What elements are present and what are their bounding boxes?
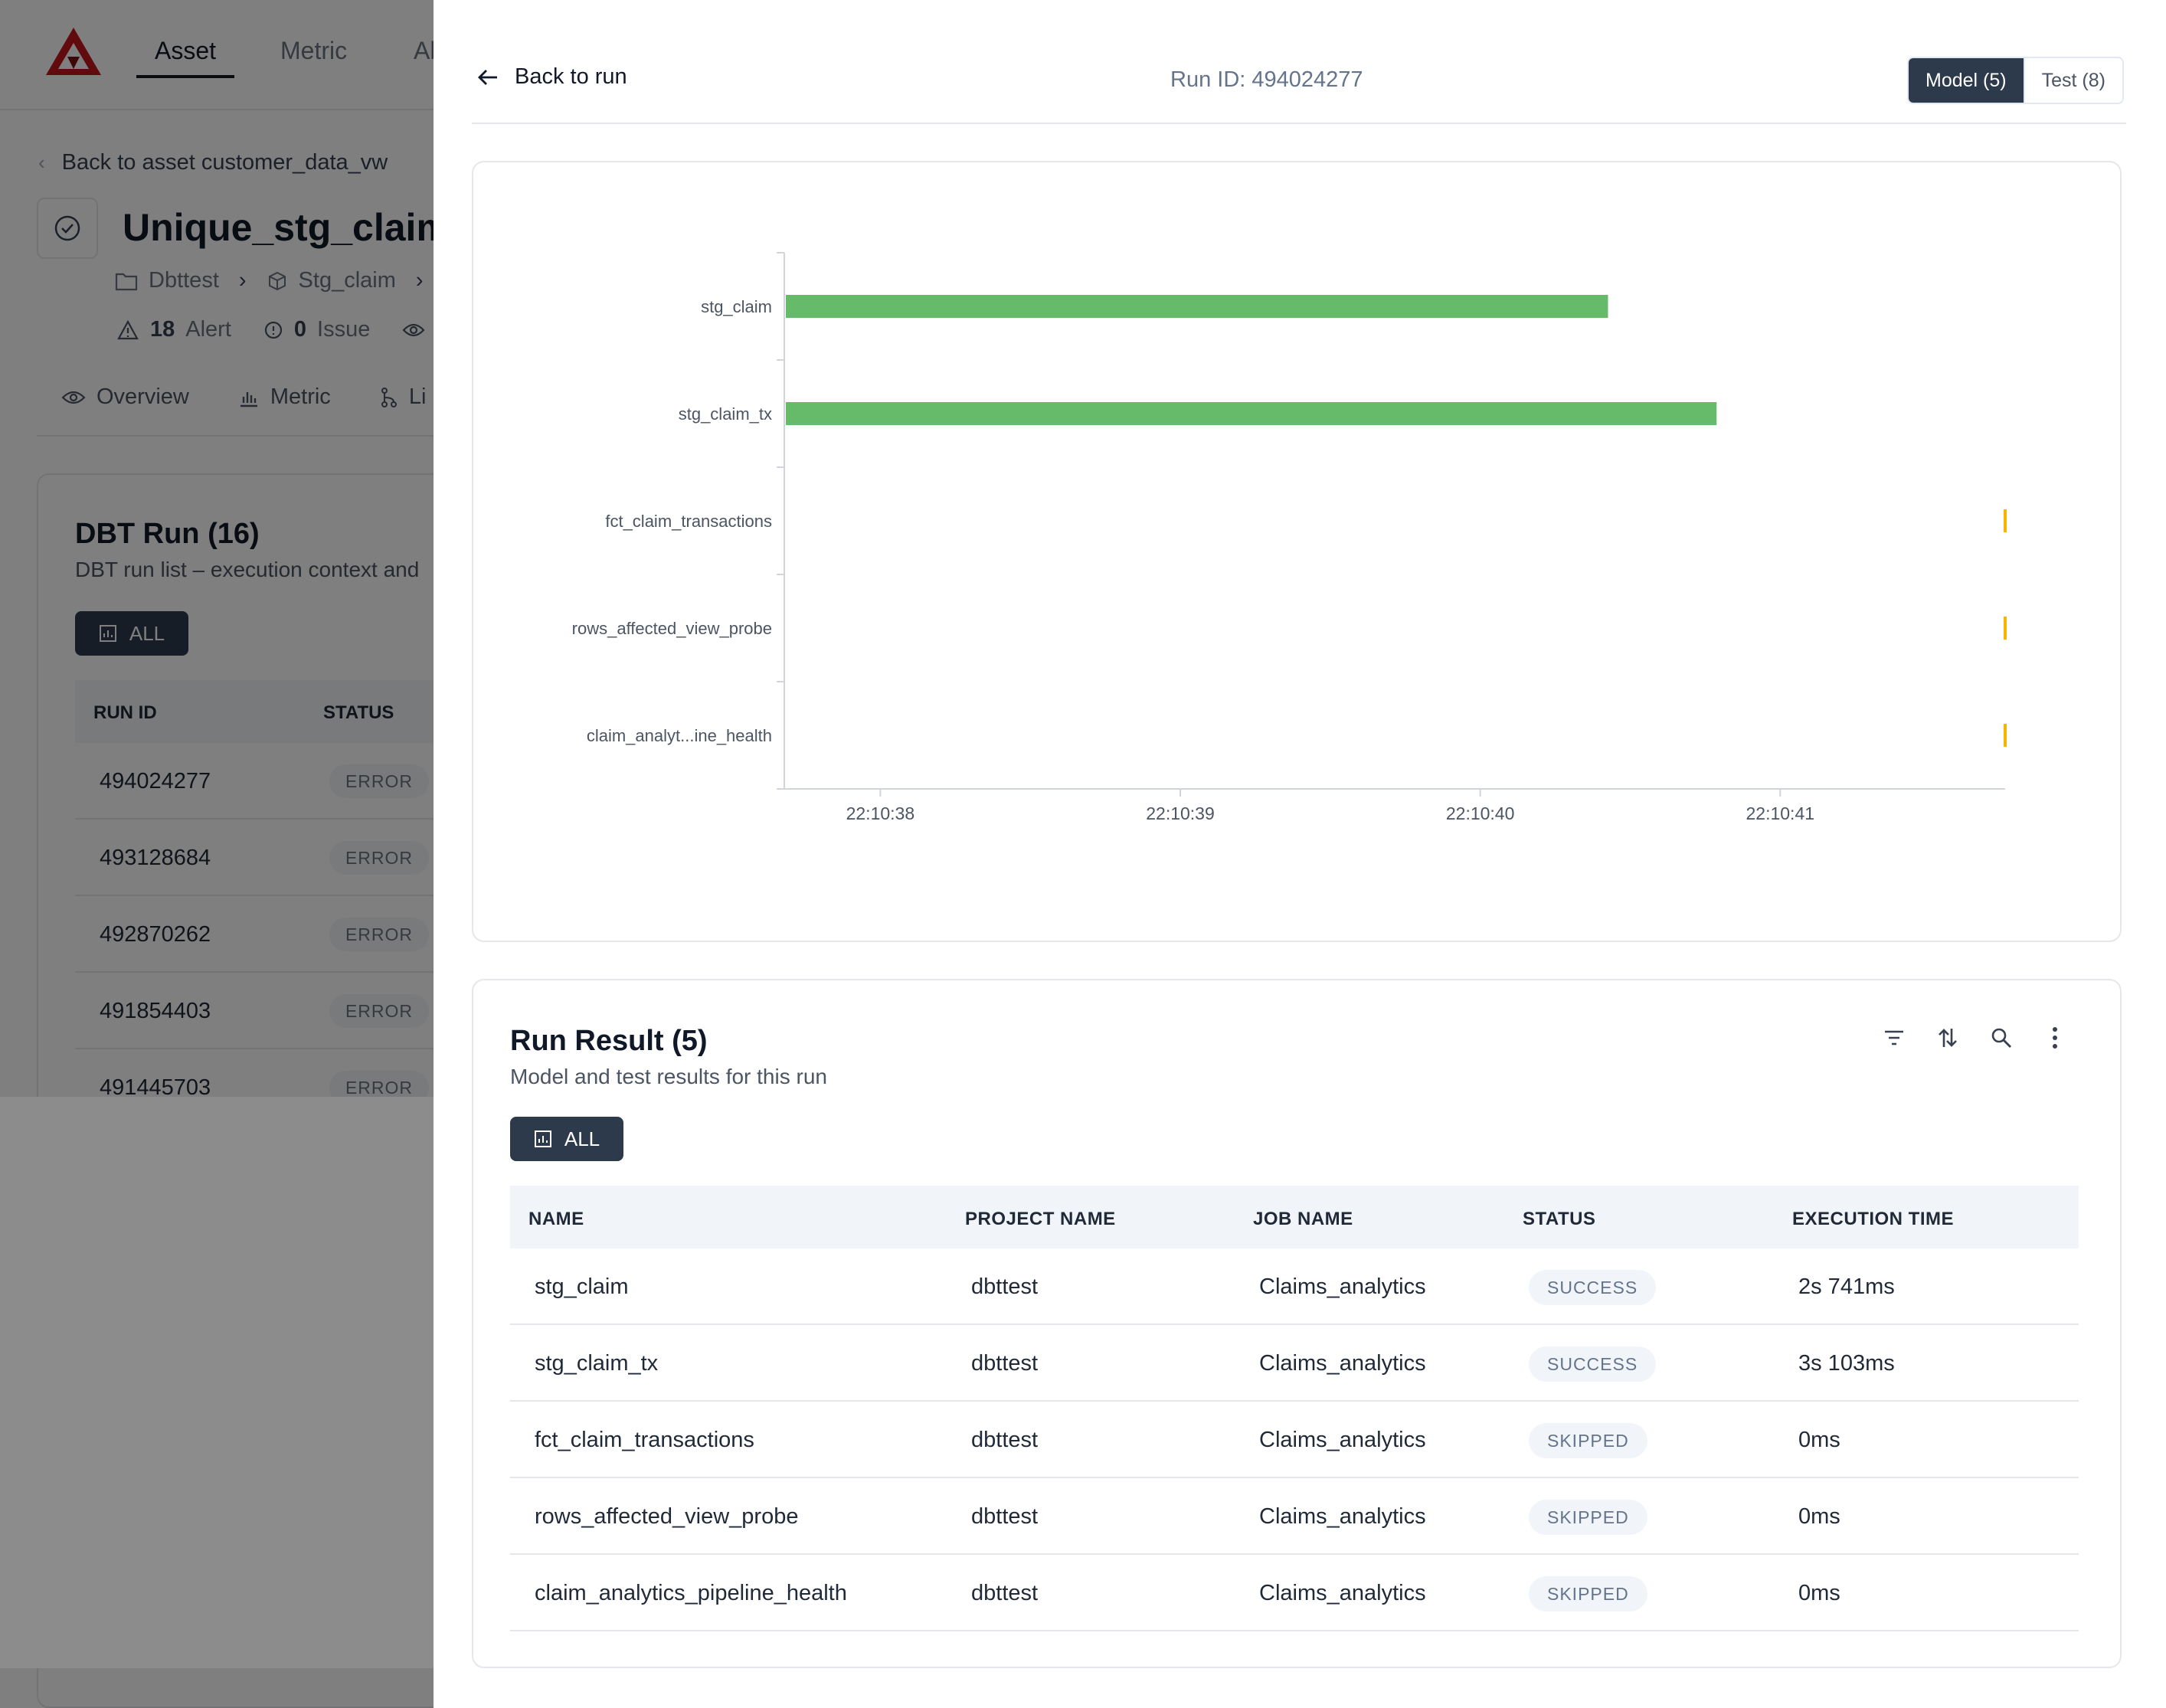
table-row[interactable]: fct_claim_transactions dbttest Claims_an… — [510, 1402, 2079, 1478]
modal-backdrop[interactable] — [0, 0, 434, 1097]
skipped-bar — [2004, 617, 2007, 640]
column-header-status[interactable]: STATUS — [1523, 1209, 1596, 1229]
name-cell: claim_analytics_pipeline_health — [535, 1581, 847, 1605]
column-header-job-name[interactable]: JOB NAME — [1253, 1209, 1353, 1229]
search-icon[interactable] — [1990, 1026, 2013, 1049]
run-result-subtitle: Model and test results for this run — [510, 1065, 827, 1088]
y-tick-label: rows_affected_view_probe — [572, 619, 772, 638]
back-to-run-label: Back to run — [515, 64, 627, 89]
success-bar — [786, 295, 1608, 318]
status-badge: SKIPPED — [1529, 1576, 1647, 1611]
project-cell: dbttest — [971, 1428, 1039, 1452]
modal-backdrop-strip[interactable] — [0, 1668, 434, 1708]
timeline-chart-card: stg_claim stg_claim_tx fct_claim_transacti… — [472, 161, 2122, 942]
job-cell: Claims_analytics — [1259, 1504, 1426, 1529]
x-tick-label: 22:10:40 — [1446, 803, 1515, 823]
x-tick-label: 22:10:39 — [1146, 803, 1215, 823]
toggle-model-button[interactable]: Model (5) — [1909, 58, 2024, 103]
run-id-label: Run ID: 494024277 — [1170, 67, 1363, 92]
status-badge: SUCCESS — [1529, 1270, 1657, 1305]
execution-time-cell: 2s 741ms — [1798, 1274, 1895, 1299]
project-cell: dbttest — [971, 1351, 1039, 1376]
run-detail-drawer: Back to run Run ID: 494024277 Model (5) … — [434, 0, 2166, 1708]
success-bar — [786, 402, 1717, 425]
toggle-test-button[interactable]: Test (8) — [2023, 58, 2122, 103]
run-result-table: NAME PROJECT NAME JOB NAME STATUS EXECUT… — [510, 1186, 2079, 1631]
project-cell: dbttest — [971, 1274, 1039, 1299]
status-badge: SKIPPED — [1529, 1423, 1647, 1458]
job-cell: Claims_analytics — [1259, 1581, 1426, 1605]
name-cell: stg_claim_tx — [535, 1351, 659, 1376]
column-header-name[interactable]: NAME — [528, 1209, 584, 1229]
status-badge: SUCCESS — [1529, 1346, 1657, 1382]
arrow-left-icon — [478, 69, 497, 85]
chart-box-icon — [534, 1130, 551, 1147]
table-row[interactable]: stg_claim dbttest Claims_analytics SUCCE… — [510, 1248, 2079, 1325]
execution-time-cell: 0ms — [1798, 1581, 1840, 1605]
model-test-toggle: Model (5) Test (8) — [1907, 57, 2124, 104]
back-to-run-button[interactable]: Back to run — [476, 64, 627, 90]
table-row[interactable]: claim_analytics_pipeline_health dbttest … — [510, 1555, 2079, 1631]
timeline-chart: stg_claim stg_claim_tx fct_claim_transacti… — [572, 252, 2007, 823]
project-cell: dbttest — [971, 1581, 1039, 1605]
y-tick-label: fct_claim_transactions — [605, 512, 772, 531]
skipped-bar — [2004, 724, 2007, 747]
run-result-title: Run Result (5) — [510, 1025, 708, 1057]
filter-icon[interactable] — [1883, 1026, 1906, 1049]
skipped-bar — [2004, 509, 2007, 532]
table-toolbar — [1883, 1026, 2066, 1049]
table-row[interactable]: stg_claim_tx dbttest Claims_analytics SU… — [510, 1325, 2079, 1402]
run-result-card: Run Result (5) Model and test results fo… — [472, 979, 2122, 1668]
y-tick-label: stg_claim — [701, 297, 772, 316]
execution-time-cell: 0ms — [1798, 1504, 1840, 1529]
execution-time-cell: 3s 103ms — [1798, 1351, 1895, 1376]
job-cell: Claims_analytics — [1259, 1351, 1426, 1376]
name-cell: stg_claim — [535, 1274, 629, 1299]
more-vertical-icon[interactable] — [2043, 1026, 2066, 1049]
y-tick-label: claim_analyt...ine_health — [587, 726, 772, 745]
job-cell: Claims_analytics — [1259, 1428, 1426, 1452]
column-header-project-name[interactable]: PROJECT NAME — [965, 1209, 1116, 1229]
sort-icon[interactable] — [1936, 1026, 1959, 1049]
name-cell: fct_claim_transactions — [535, 1428, 754, 1452]
column-header-execution-time[interactable]: EXECUTION TIME — [1792, 1209, 1955, 1229]
table-row[interactable]: rows_affected_view_probe dbttest Claims_… — [510, 1478, 2079, 1555]
project-cell: dbttest — [971, 1504, 1039, 1529]
x-tick-label: 22:10:38 — [846, 803, 915, 823]
run-result-filter-label: ALL — [564, 1127, 600, 1150]
header-divider — [472, 123, 2126, 124]
name-cell: rows_affected_view_probe — [535, 1504, 799, 1529]
run-result-table-header: NAME PROJECT NAME JOB NAME STATUS EXECUT… — [510, 1186, 2079, 1248]
execution-time-cell: 0ms — [1798, 1428, 1840, 1452]
modal-backdrop-lower[interactable] — [0, 1097, 470, 1668]
job-cell: Claims_analytics — [1259, 1274, 1426, 1299]
run-result-filter-all-button[interactable]: ALL — [510, 1117, 623, 1161]
status-badge: SKIPPED — [1529, 1500, 1647, 1535]
y-tick-label: stg_claim_tx — [679, 404, 772, 424]
x-tick-label: 22:10:41 — [1746, 803, 1815, 823]
